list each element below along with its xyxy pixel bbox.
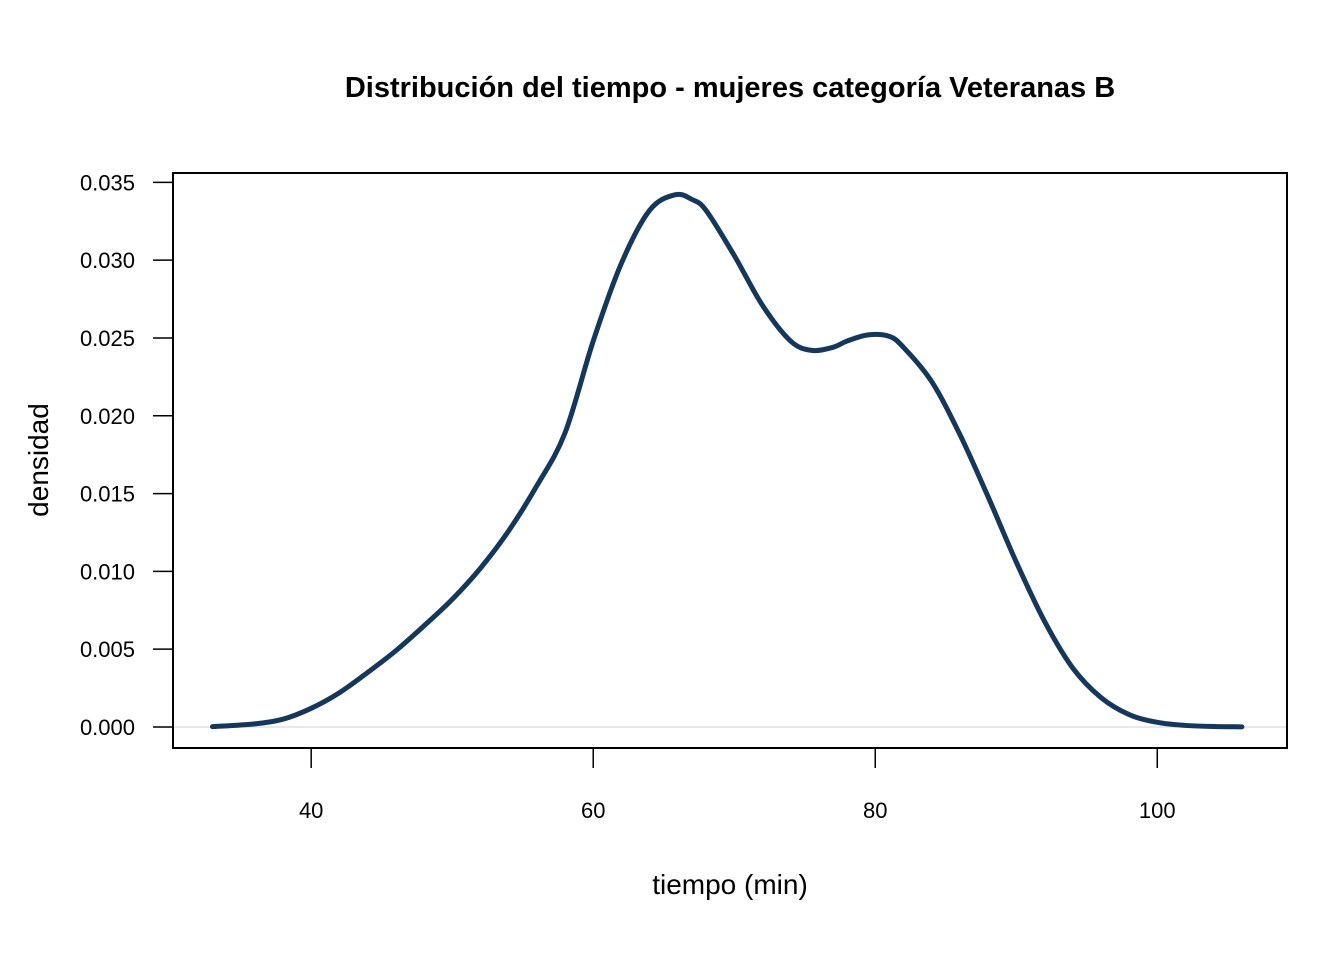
x-tick-label: 80: [863, 798, 887, 823]
plot-area-frame: [172, 172, 1288, 749]
y-tick-label: 0.015: [80, 482, 135, 507]
x-tick-label: 40: [299, 798, 323, 823]
y-tick-label: 0.005: [80, 637, 135, 662]
y-tick-label: 0.000: [80, 715, 135, 740]
density-series-line: [209, 191, 1245, 730]
y-tick-label: 0.025: [80, 326, 135, 351]
x-tick-label: 100: [1139, 798, 1176, 823]
y-axis: 0.000 0.005 0.010 0.015 0.020 0.025 0.030 0.035: [80, 170, 173, 740]
y-tick-label: 0.035: [80, 170, 135, 195]
y-tick-label: 0.030: [80, 248, 135, 273]
x-axis-label: tiempo (min): [652, 869, 808, 900]
y-tick-label: 0.010: [80, 559, 135, 584]
x-axis: 40 60 80 100: [299, 748, 1176, 823]
y-axis-label: densidad: [23, 403, 54, 517]
x-tick-label: 60: [581, 798, 605, 823]
y-tick-label: 0.020: [80, 404, 135, 429]
chart-title: Distribución del tiempo - mujeres catego…: [345, 72, 1115, 104]
